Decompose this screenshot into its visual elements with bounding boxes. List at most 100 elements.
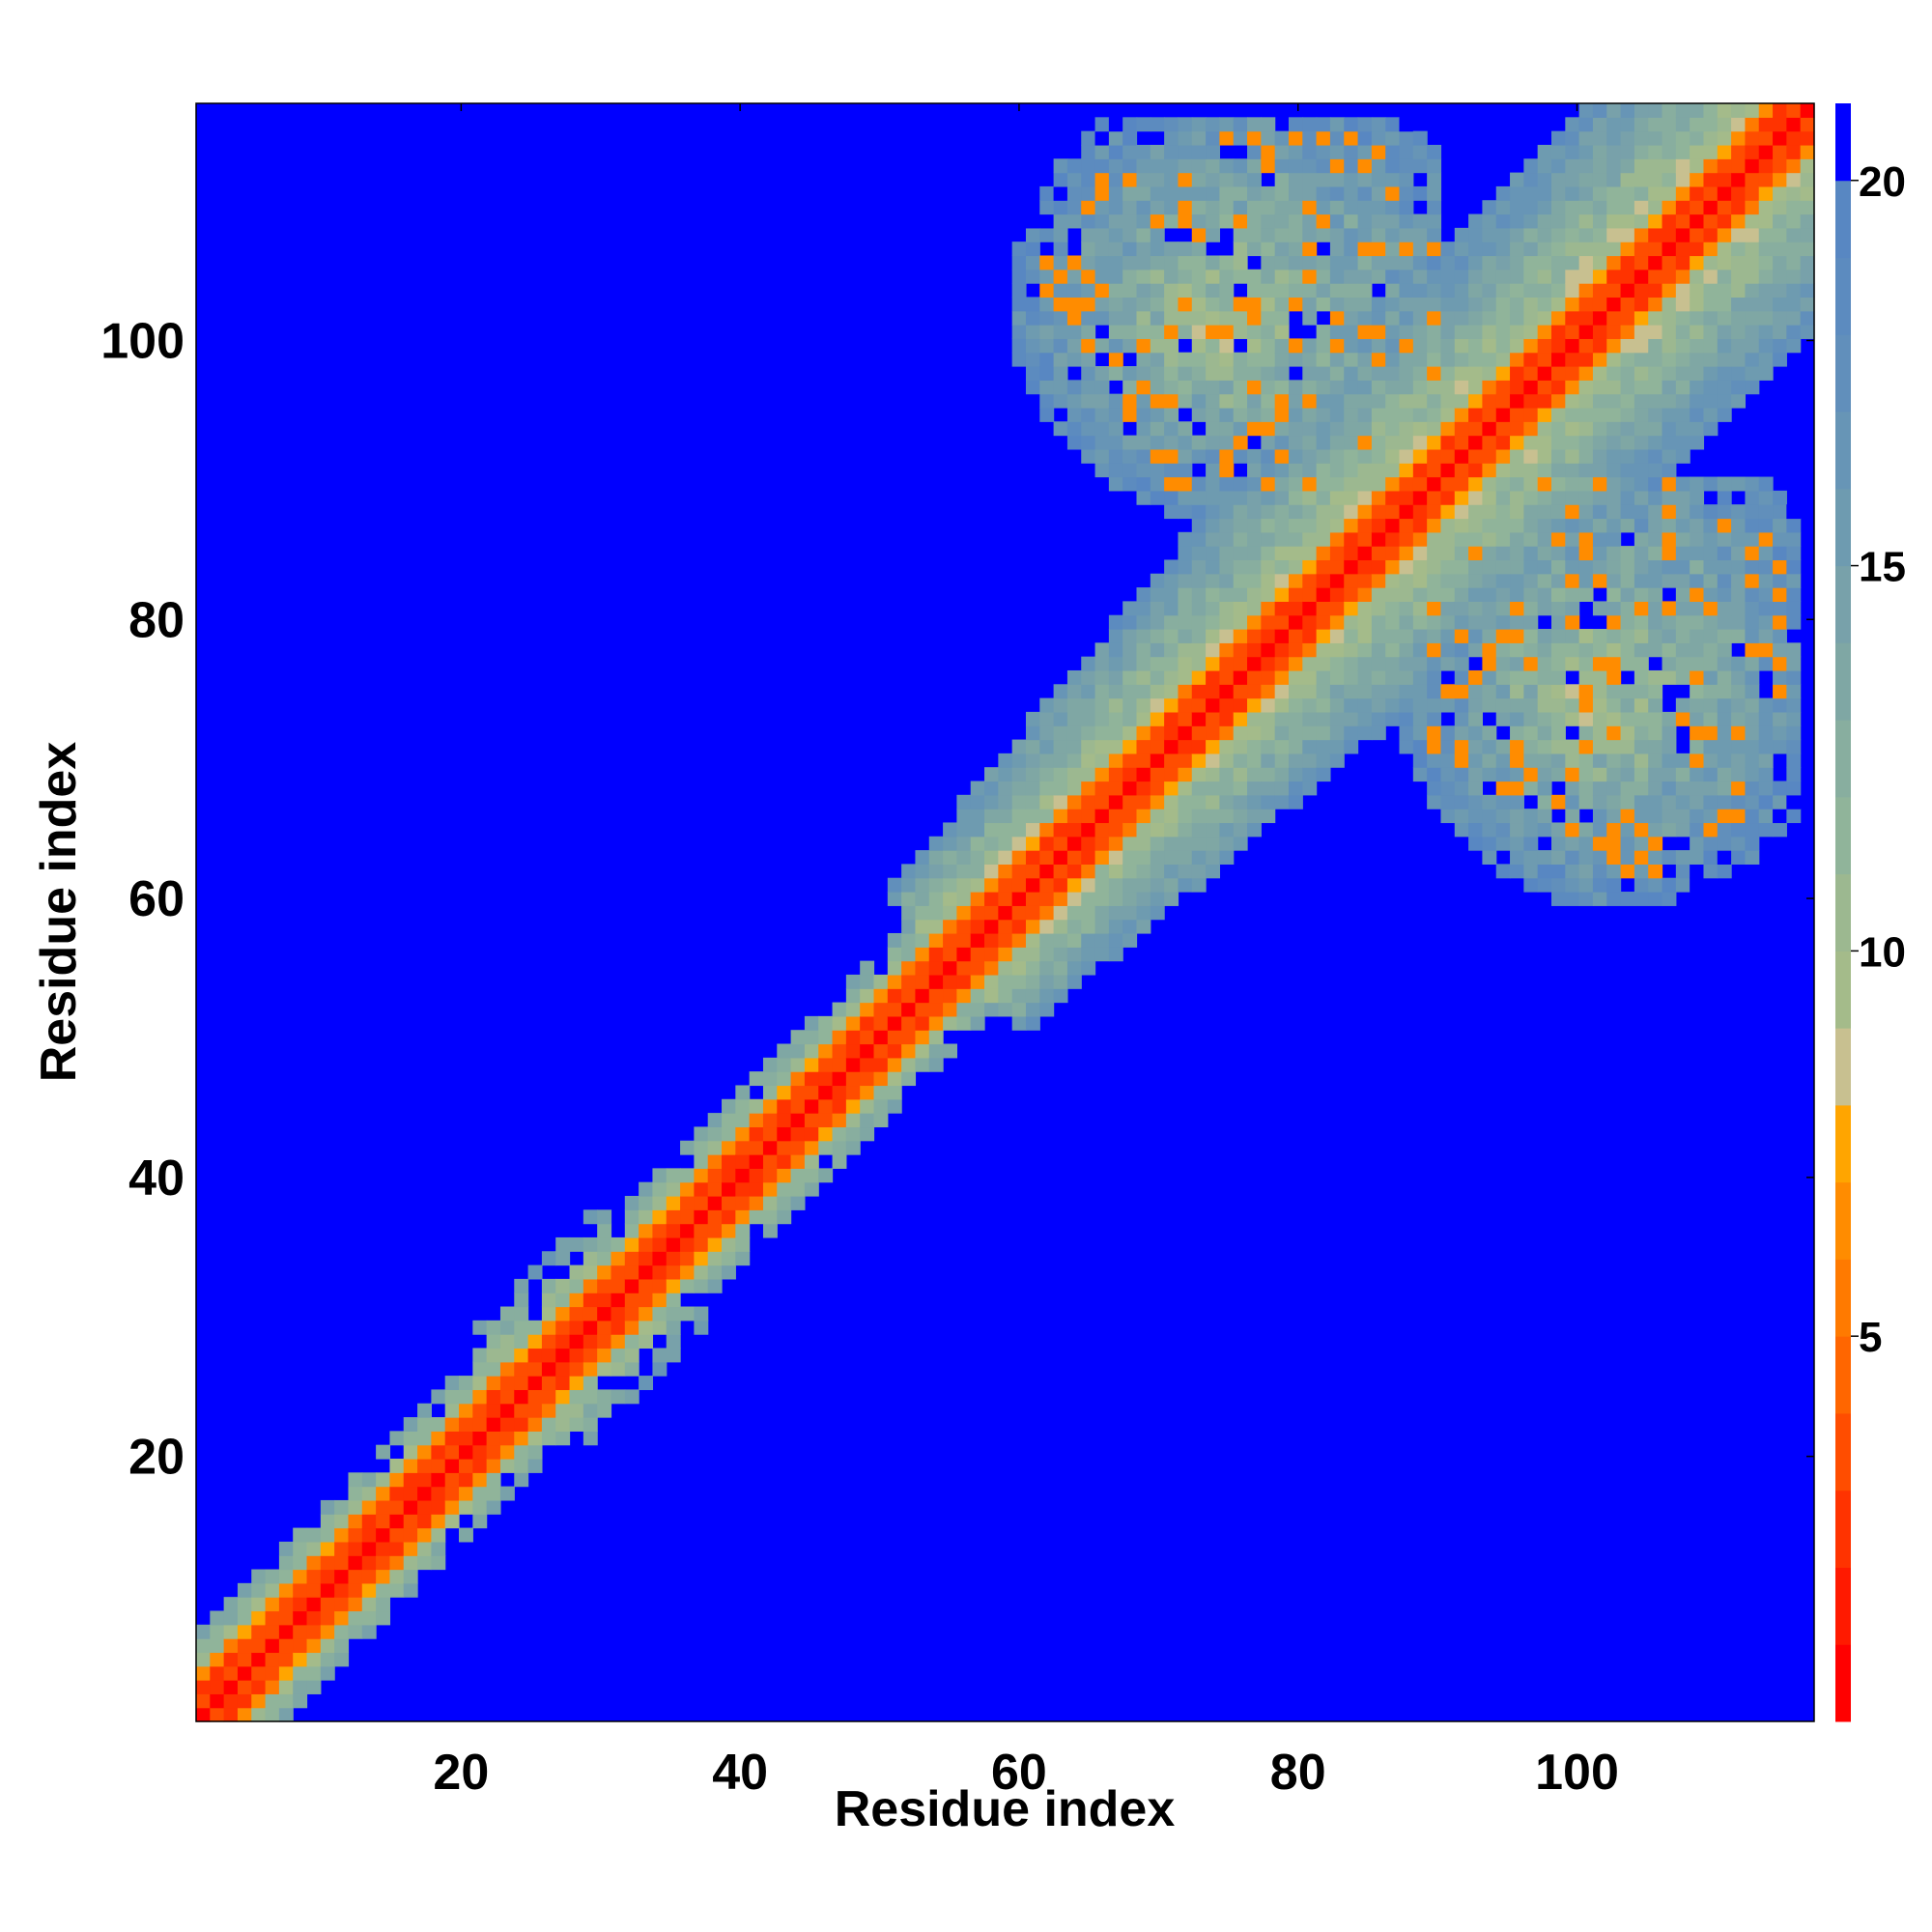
heatmap-cell [1550,421,1566,437]
heatmap-cell [1191,836,1207,851]
heatmap-cell [278,1610,294,1626]
heatmap-cell [1206,809,1221,824]
heatmap-cell [1136,310,1151,326]
heatmap-cell [1206,767,1221,782]
heatmap-cell [1592,573,1607,588]
heatmap-cell [1537,697,1552,713]
heatmap-cell [1344,518,1359,533]
heatmap-cell [1302,213,1318,229]
heatmap-cell [348,1514,363,1529]
y-tick-label: 60 [128,871,185,927]
heatmap-cell [680,1223,695,1238]
heatmap-cell [486,1389,501,1405]
heatmap-cell [1703,725,1719,741]
heatmap-cell [1427,172,1442,187]
heatmap-cell [1578,476,1594,492]
heatmap-cell [597,1293,612,1308]
heatmap-cell [1329,669,1345,685]
heatmap-cell [915,932,930,948]
heatmap-cell [970,877,985,893]
heatmap-cell [1191,877,1207,893]
heatmap-cell [1053,421,1068,437]
heatmap-cell [1081,864,1096,879]
heatmap-cell [1731,283,1747,298]
heatmap-cell [569,1389,584,1405]
heatmap-cell [1399,642,1414,658]
colorbar-tick-label: 20 [1859,158,1906,206]
heatmap-cell [1122,892,1138,906]
heatmap-cell [1039,1002,1055,1017]
heatmap-cell [1510,283,1524,298]
heatmap-cell [1675,490,1690,505]
heatmap-cell [901,877,917,893]
heatmap-cell [832,1030,847,1045]
heatmap-cell [832,1126,847,1142]
heatmap-cell [1662,629,1677,643]
heatmap-cell [1758,559,1774,575]
heatmap-cell [1399,325,1414,339]
heatmap-cell [1745,587,1760,602]
heatmap-cell [1468,435,1484,450]
heatmap-cell [1690,352,1705,367]
heatmap-cell [1329,573,1345,588]
heatmap-cell [1191,117,1207,132]
heatmap-cell [1786,242,1802,257]
heatmap-cell [1053,366,1068,381]
heatmap-cell [1011,297,1027,312]
heatmap-cell [1703,822,1719,838]
heatmap-cell [1025,1002,1040,1017]
heatmap-cell [1412,573,1428,588]
heatmap-cell [1206,421,1221,437]
heatmap-cell [1675,573,1690,588]
heatmap-cell [251,1693,267,1709]
heatmap-cell [1662,850,1677,865]
heatmap-cell [1371,227,1386,242]
heatmap-cell [527,1431,543,1446]
heatmap-cell [1316,117,1331,132]
heatmap-cell [1011,739,1027,754]
heatmap-cell [1717,642,1732,658]
heatmap-cell [1261,490,1276,505]
heatmap-cell [1178,393,1193,409]
heatmap-cell [1261,448,1276,464]
heatmap-cell [1150,490,1165,505]
heatmap-cell [1578,767,1594,782]
heatmap-cell [1523,614,1539,630]
heatmap-cell [1247,117,1262,132]
heatmap-cell [1385,435,1401,450]
heatmap-cell [1302,767,1318,782]
heatmap-cell [1440,559,1456,575]
heatmap-cell [1039,338,1055,354]
heatmap-cell [1329,614,1345,630]
heatmap-cell [1482,725,1497,741]
heatmap-cell [1178,200,1193,215]
heatmap-cell [1247,559,1262,575]
heatmap-cell [1288,559,1303,575]
heatmap-cell [652,1223,668,1238]
heatmap-cell [555,1417,571,1432]
heatmap-cell [1537,794,1552,810]
heatmap-cell [1468,393,1484,409]
heatmap-cell [1371,725,1386,741]
heatmap-cell [1731,213,1747,229]
heatmap-cell [1468,697,1484,713]
heatmap-cell [1482,836,1497,851]
heatmap-cell [804,1030,819,1045]
heatmap-cell [1122,435,1138,450]
heatmap-cell [1399,310,1414,326]
heatmap-cell [376,1499,391,1515]
heatmap-cell [1578,310,1594,326]
heatmap-cell [1081,711,1096,726]
heatmap-cell [873,1043,889,1059]
heatmap-cell [1385,559,1401,575]
heatmap-cell [1150,877,1165,893]
heatmap-cell [1039,960,1055,976]
heatmap-cell [1620,435,1635,450]
heatmap-cell [320,1527,335,1543]
heatmap-cell [1454,601,1469,616]
heatmap-cell [1454,781,1469,796]
heatmap-cell [928,1043,944,1059]
heatmap-cell [652,1306,668,1321]
heatmap-cell [1620,269,1635,284]
heatmap-cell [1371,435,1386,450]
